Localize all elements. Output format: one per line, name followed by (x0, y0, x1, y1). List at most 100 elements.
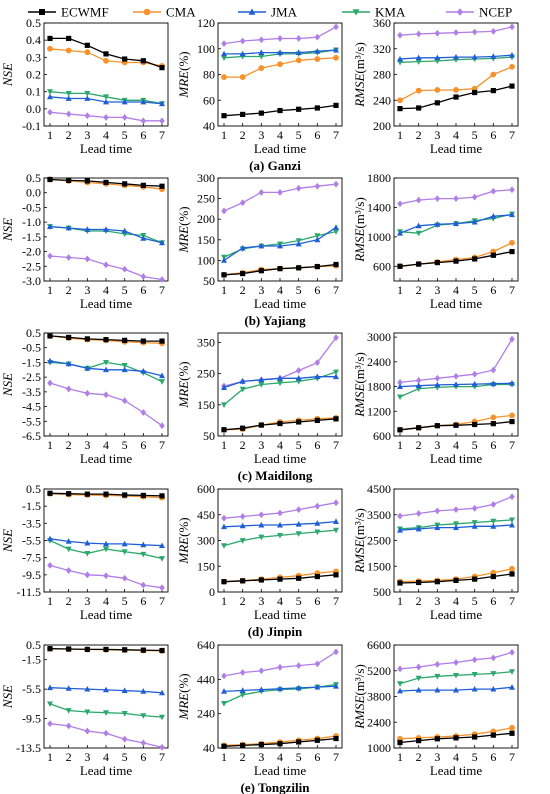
data-point (434, 374, 441, 382)
data-point (416, 105, 422, 111)
data-point (140, 713, 147, 719)
data-point (84, 365, 91, 371)
data-point (140, 182, 146, 188)
y-tick-label: 40 (203, 119, 215, 133)
data-point (221, 402, 227, 408)
x-axis-label: Lead time (254, 296, 307, 311)
data-point (314, 502, 321, 510)
x-axis-label: Lead time (430, 141, 483, 156)
data-point (103, 360, 109, 366)
x-tick-label: 2 (240, 750, 246, 764)
x-axis-label: Lead time (80, 763, 133, 778)
data-point (140, 688, 147, 694)
series-line (223, 183, 337, 212)
series-jma (397, 684, 515, 694)
y-tick-label: 0 (209, 585, 215, 599)
data-point (240, 270, 246, 277)
y-tick-label: 600 (373, 259, 391, 273)
data-point (277, 509, 283, 517)
x-tick-label: 5 (472, 594, 478, 608)
data-point (221, 579, 227, 585)
data-point (453, 195, 459, 202)
panel-rmse: 500 1500 2500 3500 4500 1 2 3 4 5 6 7 Lead time RMSE(… (352, 482, 519, 622)
data-point (239, 538, 246, 544)
station-caption: (c) Maidilong (238, 468, 313, 483)
data-point (453, 686, 459, 693)
data-point (103, 114, 109, 121)
data-point (490, 671, 497, 677)
x-tick-label: 5 (296, 128, 302, 142)
x-tick-label: 3 (84, 594, 90, 608)
x-tick-label: 3 (84, 128, 90, 142)
x-tick-label: 5 (472, 750, 478, 764)
y-tick-label: 2400 (367, 355, 391, 369)
data-point (490, 53, 497, 59)
x-axis-label: Lead time (430, 763, 483, 778)
data-point (314, 660, 321, 668)
x-tick-label: 3 (84, 750, 90, 764)
y-tick-label: 60 (203, 93, 215, 107)
data-point (103, 540, 109, 547)
data-point (66, 646, 72, 652)
data-point (140, 581, 147, 589)
x-tick-label: 4 (103, 128, 109, 142)
series-ncep (47, 561, 165, 592)
data-point (277, 242, 283, 249)
data-point (415, 376, 422, 384)
station-caption: (e) Tongzilin (241, 780, 311, 794)
data-point (84, 571, 91, 579)
x-tick-label: 5 (472, 128, 478, 142)
data-point (490, 518, 497, 525)
x-tick-label: 6 (140, 594, 146, 608)
data-point (434, 736, 440, 742)
legend-marker (456, 8, 464, 16)
x-tick-label: 6 (314, 750, 320, 764)
data-point (397, 665, 403, 673)
x-tick-label: 5 (296, 438, 302, 452)
station-caption: (b) Yajiang (244, 313, 306, 328)
data-point (314, 359, 321, 367)
data-point (277, 375, 283, 381)
data-point (121, 540, 128, 547)
x-tick-label: 7 (333, 438, 339, 452)
data-point (122, 337, 128, 343)
panel-mre: 50 150 250 350 1 2 3 4 5 6 7 Lead time MRE(%) (176, 332, 343, 466)
data-point (65, 110, 72, 118)
data-point (471, 53, 478, 60)
data-point (103, 491, 109, 497)
data-point (415, 87, 422, 94)
x-tick-label: 7 (509, 128, 515, 142)
data-point (121, 397, 128, 405)
y-tick-label: -9.5 (22, 568, 41, 582)
x-tick-label: 1 (221, 438, 227, 452)
x-tick-label: 3 (258, 750, 264, 764)
x-tick-label: 6 (140, 128, 146, 142)
data-point (140, 492, 146, 499)
data-point (314, 33, 321, 41)
data-point (221, 700, 227, 707)
x-tick-label: 2 (416, 128, 422, 142)
data-point (65, 708, 72, 714)
data-point (434, 423, 440, 429)
y-tick-label: 1400 (367, 200, 391, 214)
data-point (333, 735, 339, 742)
data-point (277, 576, 283, 582)
data-point (159, 584, 165, 592)
y-tick-label: 0.3 (26, 50, 41, 64)
data-point (66, 35, 72, 42)
y-tick-label: 600 (373, 429, 391, 443)
data-point (122, 492, 128, 498)
data-point (239, 37, 246, 45)
data-point (258, 376, 265, 383)
data-point (416, 738, 422, 744)
y-tick-label: -2.0 (22, 245, 41, 259)
data-point (397, 527, 403, 533)
legend-entry-jma: JMA (238, 5, 298, 20)
data-point (434, 221, 441, 227)
data-point (434, 195, 441, 202)
data-point (258, 686, 265, 693)
x-tick-label: 7 (159, 128, 165, 142)
data-point (258, 741, 264, 748)
series-ncep (397, 186, 515, 208)
series-ecwmf (397, 248, 515, 269)
